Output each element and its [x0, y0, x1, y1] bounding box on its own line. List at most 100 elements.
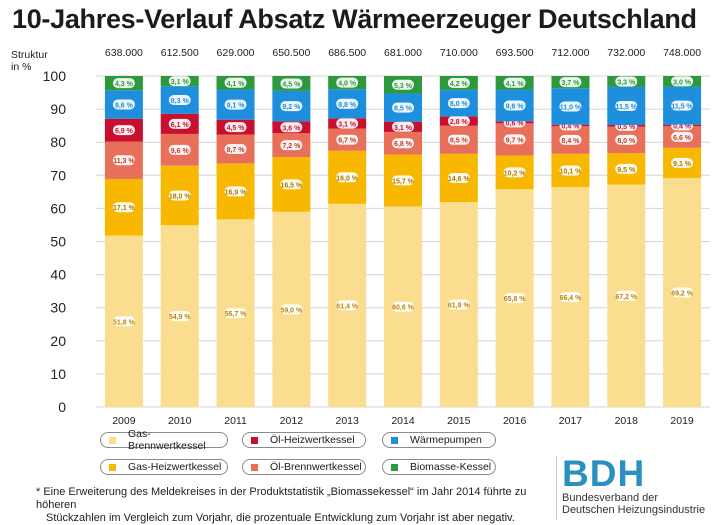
data-label-bg — [615, 134, 638, 145]
legend-swatch — [391, 463, 398, 471]
data-label: 9,1 % — [673, 161, 692, 168]
legend-item-oel-heizwertkessel: Öl-Heizwertkessel — [242, 432, 366, 448]
data-label-bg — [168, 76, 191, 87]
data-label: 4,2 % — [450, 81, 469, 88]
data-label-bg — [280, 78, 303, 89]
data-label-bg — [559, 134, 582, 145]
data-label-bg — [447, 116, 470, 127]
data-label: 4,5 % — [227, 125, 246, 132]
data-label: 5,3 % — [394, 83, 413, 90]
data-label-bg — [503, 134, 526, 145]
total-label: 612.500 — [161, 47, 199, 59]
data-label-bg — [559, 101, 582, 112]
data-label: 17,1 % — [113, 205, 136, 212]
legend-swatch — [251, 463, 258, 471]
data-label: 8,8 % — [338, 102, 357, 109]
x-tick-label: 2013 — [336, 415, 360, 427]
data-label-bg — [615, 290, 638, 301]
data-label: 51,8 % — [113, 319, 136, 326]
data-label: 6,9 % — [115, 128, 134, 135]
total-label: 710.000 — [440, 47, 478, 59]
data-label-bg — [671, 287, 694, 298]
y-axis-label: in % — [11, 61, 31, 73]
data-label-bg — [112, 202, 135, 213]
logo-wordmark: BDH — [562, 453, 646, 494]
legend-swatch — [251, 436, 258, 444]
bdh-logo: BDH Bundesverband der Deutschen Heizungs… — [556, 453, 722, 520]
data-label: 0,6 % — [506, 120, 525, 127]
data-label: 3,6 % — [282, 125, 301, 132]
legend-item-gas-brennwertkessel: Gas-Brennwertkessel — [100, 428, 228, 452]
data-label-bg — [392, 301, 414, 312]
data-label-bg — [671, 76, 694, 87]
y-tick-label: 10 — [50, 366, 66, 382]
data-label-bg — [503, 167, 526, 178]
data-label: 7,2 % — [282, 143, 301, 150]
data-label: 11,3 % — [113, 158, 135, 165]
data-label: 54,9 % — [169, 314, 192, 321]
total-label: 650.500 — [272, 47, 310, 59]
data-label: 9,5 % — [617, 167, 636, 174]
x-tick-label: 2018 — [615, 415, 639, 427]
data-label: 66,4 % — [560, 295, 583, 302]
data-label: 4,1 % — [227, 81, 246, 88]
data-label-bg — [447, 77, 470, 88]
total-label: 732.000 — [607, 47, 645, 59]
x-tick-label: 2015 — [447, 415, 471, 427]
data-label: 61,9 % — [448, 303, 471, 310]
data-label: 9,7 % — [506, 137, 525, 144]
y-axis-label: Struktur — [11, 49, 48, 61]
data-label-bg — [671, 100, 694, 111]
data-label-bg — [280, 101, 303, 112]
y-tick-label: 100 — [43, 68, 67, 84]
data-label: 11,5 % — [671, 104, 693, 111]
legend-item-gas-heizwertkessel: Gas-Heizwertkessel — [100, 459, 228, 475]
data-label-bg — [392, 175, 414, 186]
data-label: 4,3 % — [115, 81, 134, 88]
data-label-bg — [336, 77, 359, 88]
data-label-bg — [168, 118, 191, 129]
data-label: 15,7 % — [392, 178, 415, 185]
data-label: 18,0 % — [169, 193, 192, 200]
data-label-bg — [336, 300, 359, 311]
y-tick-label: 60 — [50, 200, 66, 216]
data-label: 60,6 % — [392, 305, 415, 312]
total-label: 681.000 — [384, 47, 422, 59]
data-label-bg — [280, 140, 303, 151]
data-label-bg — [168, 311, 191, 322]
y-tick-label: 40 — [50, 267, 66, 283]
data-label: 4,5 % — [282, 81, 301, 88]
data-label-bg — [280, 179, 303, 190]
data-label-bg — [392, 79, 414, 90]
legend-label: Gas-Heizwertkessel — [128, 461, 222, 473]
data-label-bg — [336, 98, 359, 109]
data-label-bg — [336, 134, 359, 145]
x-tick-label: 2009 — [112, 415, 136, 427]
logo-subline-1: Bundesverband der — [562, 492, 659, 504]
y-tick-label: 70 — [50, 167, 66, 183]
legend-item-biomasse-kessel: Biomasse-Kessel — [382, 459, 496, 475]
data-label-bg — [447, 299, 470, 310]
data-label-bg — [447, 134, 470, 145]
data-label-bg — [615, 76, 638, 87]
total-label: 712.000 — [551, 47, 589, 59]
data-label-bg — [168, 144, 191, 155]
data-label-bg — [447, 172, 470, 183]
data-label-bg — [168, 190, 191, 201]
data-label-bg — [224, 143, 247, 154]
data-label: 3,1 % — [394, 125, 413, 132]
data-label-bg — [224, 186, 247, 197]
data-label-bg — [503, 100, 526, 111]
data-label-bg — [503, 293, 526, 304]
data-label-bg — [112, 155, 135, 166]
data-label: 0,4 % — [562, 123, 581, 130]
y-tick-label: 80 — [50, 134, 66, 150]
total-label: 629.000 — [217, 47, 255, 59]
data-label-bg — [447, 98, 470, 109]
data-label: 11,5 % — [616, 104, 638, 111]
data-label: 0,5 % — [617, 124, 636, 131]
legend-label: Öl-Brennwertkessel — [270, 461, 362, 473]
data-label-bg — [224, 99, 247, 110]
data-label: 6,6 % — [673, 135, 692, 142]
